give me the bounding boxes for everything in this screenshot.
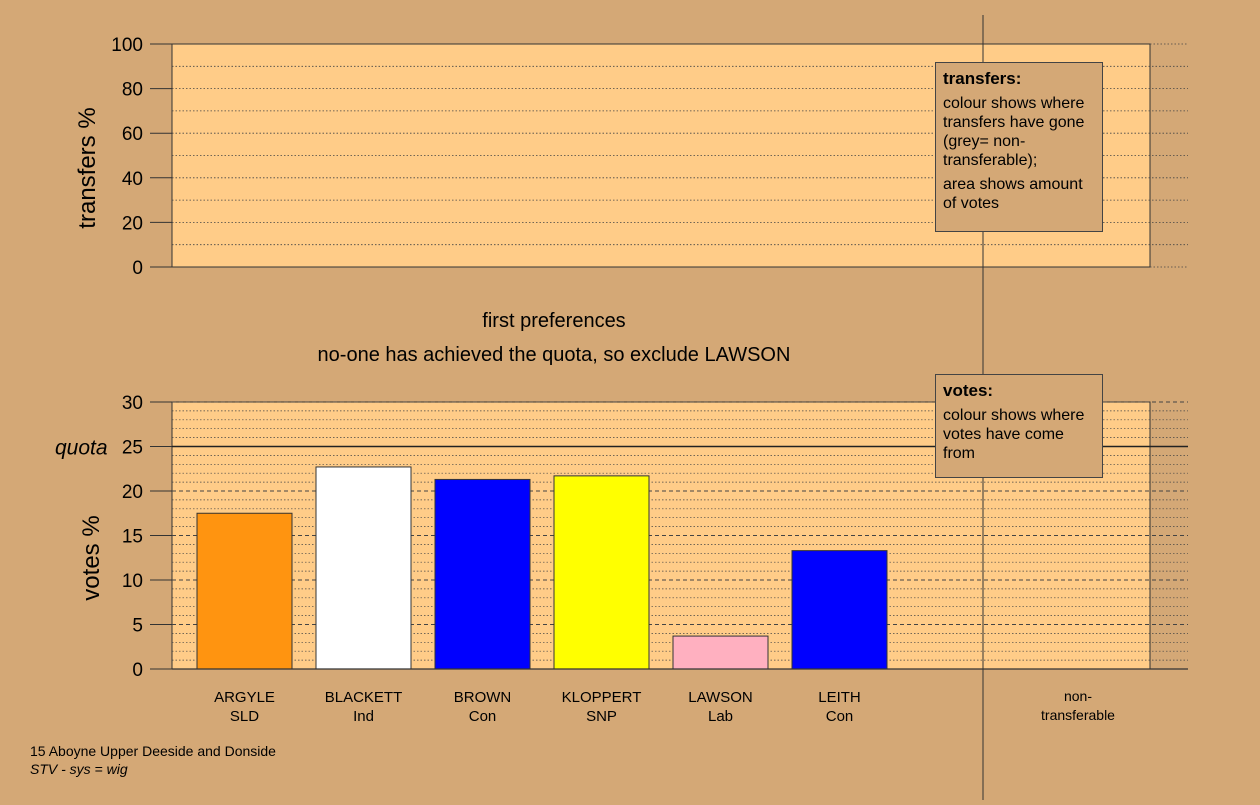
footer-line1: 15 Aboyne Upper Deeside and Donside — [30, 743, 276, 759]
category-label: SNP — [586, 708, 617, 725]
category-label: SLD — [230, 708, 259, 725]
stage-caption: first preferences — [482, 310, 626, 332]
votes-y-tick-label: 0 — [132, 660, 143, 681]
votes-y-tick-label: 30 — [122, 393, 143, 414]
votes-y-tick-label: 20 — [122, 482, 143, 503]
votes-legend: votes: colour shows where votes have com… — [935, 374, 1103, 478]
bar — [672, 635, 769, 670]
bar — [315, 466, 412, 670]
category-label: Lab — [708, 708, 733, 725]
bar — [434, 478, 531, 670]
transfers-legend-line1: colour shows where transfers have gone (… — [943, 95, 1085, 169]
votes-y-tick-label: 10 — [122, 571, 143, 592]
non-transferable-label: transferable — [1041, 707, 1115, 723]
transfers-y-tick-label: 60 — [122, 124, 143, 145]
bar — [553, 475, 650, 670]
category-label: BROWN — [454, 689, 512, 706]
transfers-legend-line2: area shows amount of votes — [943, 176, 1083, 212]
category-label: Con — [826, 708, 854, 725]
transfers-legend-title: transfers: — [943, 69, 1022, 88]
transfers-y-tick-label: 80 — [122, 80, 143, 101]
transfers-y-tick-label: 20 — [122, 213, 143, 234]
bar — [196, 512, 293, 670]
votes-legend-title: votes: — [943, 381, 994, 400]
votes-y-tick-label: 25 — [122, 438, 143, 459]
quota-label: quota — [55, 437, 108, 460]
footer: 15 Aboyne Upper Deeside and Donside STV … — [30, 742, 276, 778]
category-label: ARGYLE — [214, 689, 275, 706]
category-label: LAWSON — [688, 689, 752, 706]
category-label: Ind — [353, 708, 374, 725]
votes-y-tick-label: 15 — [122, 527, 143, 548]
transfers-y-axis-label: transfers % — [74, 107, 101, 228]
transfers-legend: transfers: colour shows where transfers … — [935, 62, 1103, 232]
category-label: LEITH — [818, 689, 861, 706]
votes-legend-line1: colour shows where votes have come from — [943, 407, 1085, 462]
action-caption: no-one has achieved the quota, so exclud… — [317, 344, 791, 366]
category-label: KLOPPERT — [562, 689, 642, 706]
transfers-y-tick-label: 100 — [111, 35, 143, 56]
votes-y-axis-label: votes % — [78, 515, 105, 600]
bar — [791, 550, 888, 670]
category-label: Con — [469, 708, 497, 725]
non-transferable-label: non- — [1064, 688, 1092, 704]
transfers-y-tick-label: 0 — [132, 258, 143, 279]
transfers-y-tick-label: 40 — [122, 169, 143, 190]
category-label: BLACKETT — [325, 689, 403, 706]
votes-y-tick-label: 5 — [132, 616, 143, 637]
footer-line2: STV - sys = wig — [30, 761, 128, 777]
